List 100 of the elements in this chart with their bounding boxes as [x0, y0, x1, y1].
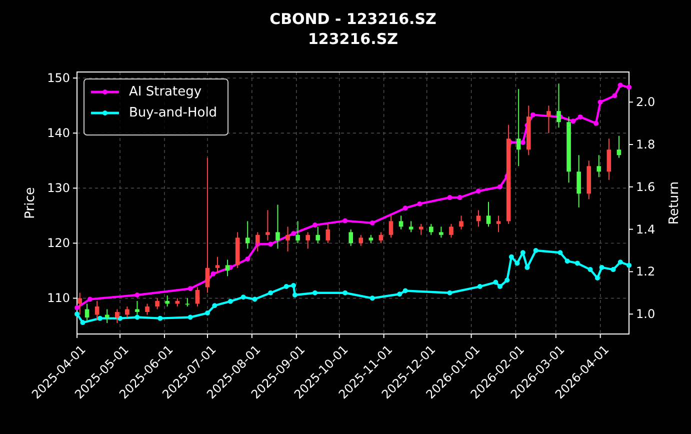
candlestick: [616, 135, 622, 158]
candlestick: [84, 303, 90, 321]
point: [626, 84, 632, 90]
point: [370, 296, 375, 301]
point: [370, 220, 375, 226]
point: [188, 286, 193, 292]
chart-title: CBOND - 123216.SZ: [270, 10, 437, 28]
point: [397, 292, 402, 297]
point: [134, 292, 140, 298]
candlestick: [418, 223, 424, 236]
point: [447, 194, 452, 200]
point: [594, 120, 599, 126]
point: [97, 316, 102, 321]
candlestick: [459, 215, 464, 230]
candlestick: [155, 298, 160, 310]
candlestick: [276, 204, 280, 250]
y2-tick-label: 2.0: [636, 95, 656, 110]
candlestick: [439, 226, 444, 238]
point: [402, 206, 408, 211]
point: [240, 294, 246, 300]
point: [476, 188, 481, 194]
point: [594, 276, 600, 281]
y-tick-label: 110: [47, 291, 70, 306]
point: [533, 248, 538, 253]
point: [252, 296, 258, 302]
point: [493, 280, 498, 285]
candlestick: [596, 154, 602, 178]
y-axis-title: Price: [23, 187, 38, 219]
candlestick: [326, 223, 330, 244]
point: [564, 258, 570, 264]
point: [212, 303, 218, 308]
point: [342, 290, 348, 296]
candlestick: [408, 220, 414, 233]
candlestick: [576, 154, 581, 208]
point: [342, 218, 348, 224]
point: [578, 114, 583, 120]
candlestick: [388, 215, 394, 238]
point: [312, 222, 318, 228]
point: [626, 262, 632, 268]
candlestick: [245, 220, 250, 250]
candlestick: [266, 210, 270, 241]
point: [497, 284, 502, 290]
point: [210, 271, 216, 276]
point: [188, 314, 193, 320]
candlestick: [286, 226, 290, 252]
point: [520, 140, 526, 145]
candlestick: [398, 215, 404, 230]
point: [530, 112, 536, 118]
candlestick: [378, 232, 384, 244]
point: [558, 250, 563, 256]
point: [74, 305, 80, 310]
point: [268, 290, 274, 296]
candlestick: [215, 256, 220, 274]
point: [134, 314, 140, 320]
point: [574, 260, 580, 266]
point: [618, 82, 623, 88]
point: [610, 267, 616, 272]
y2-tick-label: 1.6: [636, 180, 656, 194]
point: [508, 254, 514, 260]
candlestick: [496, 215, 501, 233]
point: [514, 260, 520, 266]
y2-axis-title: Return: [667, 181, 682, 225]
y2-tick-label: 1.4: [636, 222, 656, 236]
candlestick: [486, 201, 491, 228]
candlestick: [195, 286, 200, 307]
point: [80, 320, 86, 326]
candlestick: [125, 306, 130, 318]
candlestick: [185, 298, 190, 307]
candlestick: [306, 232, 310, 250]
candlestick: [606, 138, 612, 180]
point: [228, 298, 233, 304]
candlestick: [476, 210, 481, 228]
point: [618, 260, 623, 265]
y-tick-label: 150: [47, 71, 70, 86]
candlestick: [428, 223, 434, 236]
point: [312, 290, 318, 296]
point: [245, 256, 250, 262]
candlestick: [145, 303, 150, 316]
candlestick: [546, 105, 551, 134]
point: [402, 288, 408, 294]
point: [457, 194, 462, 200]
candlestick: [165, 294, 170, 307]
point: [87, 296, 92, 302]
candlestick: [348, 228, 353, 246]
point: [158, 316, 163, 321]
y2-tick-label: 1.2: [636, 264, 656, 279]
point: [588, 267, 593, 272]
y2-tick-label: 1.0: [636, 307, 656, 322]
point: [291, 282, 296, 288]
point: [477, 284, 482, 290]
candlestick: [358, 234, 364, 246]
y-tick-label: 120: [47, 236, 70, 250]
point: [292, 292, 298, 298]
point: [291, 231, 296, 236]
point: [497, 184, 502, 190]
point: [118, 316, 123, 321]
y2-tick-label: 1.8: [636, 137, 656, 152]
candlestick: [449, 223, 454, 238]
legend-label: AI Strategy: [129, 84, 202, 100]
point: [570, 118, 576, 124]
